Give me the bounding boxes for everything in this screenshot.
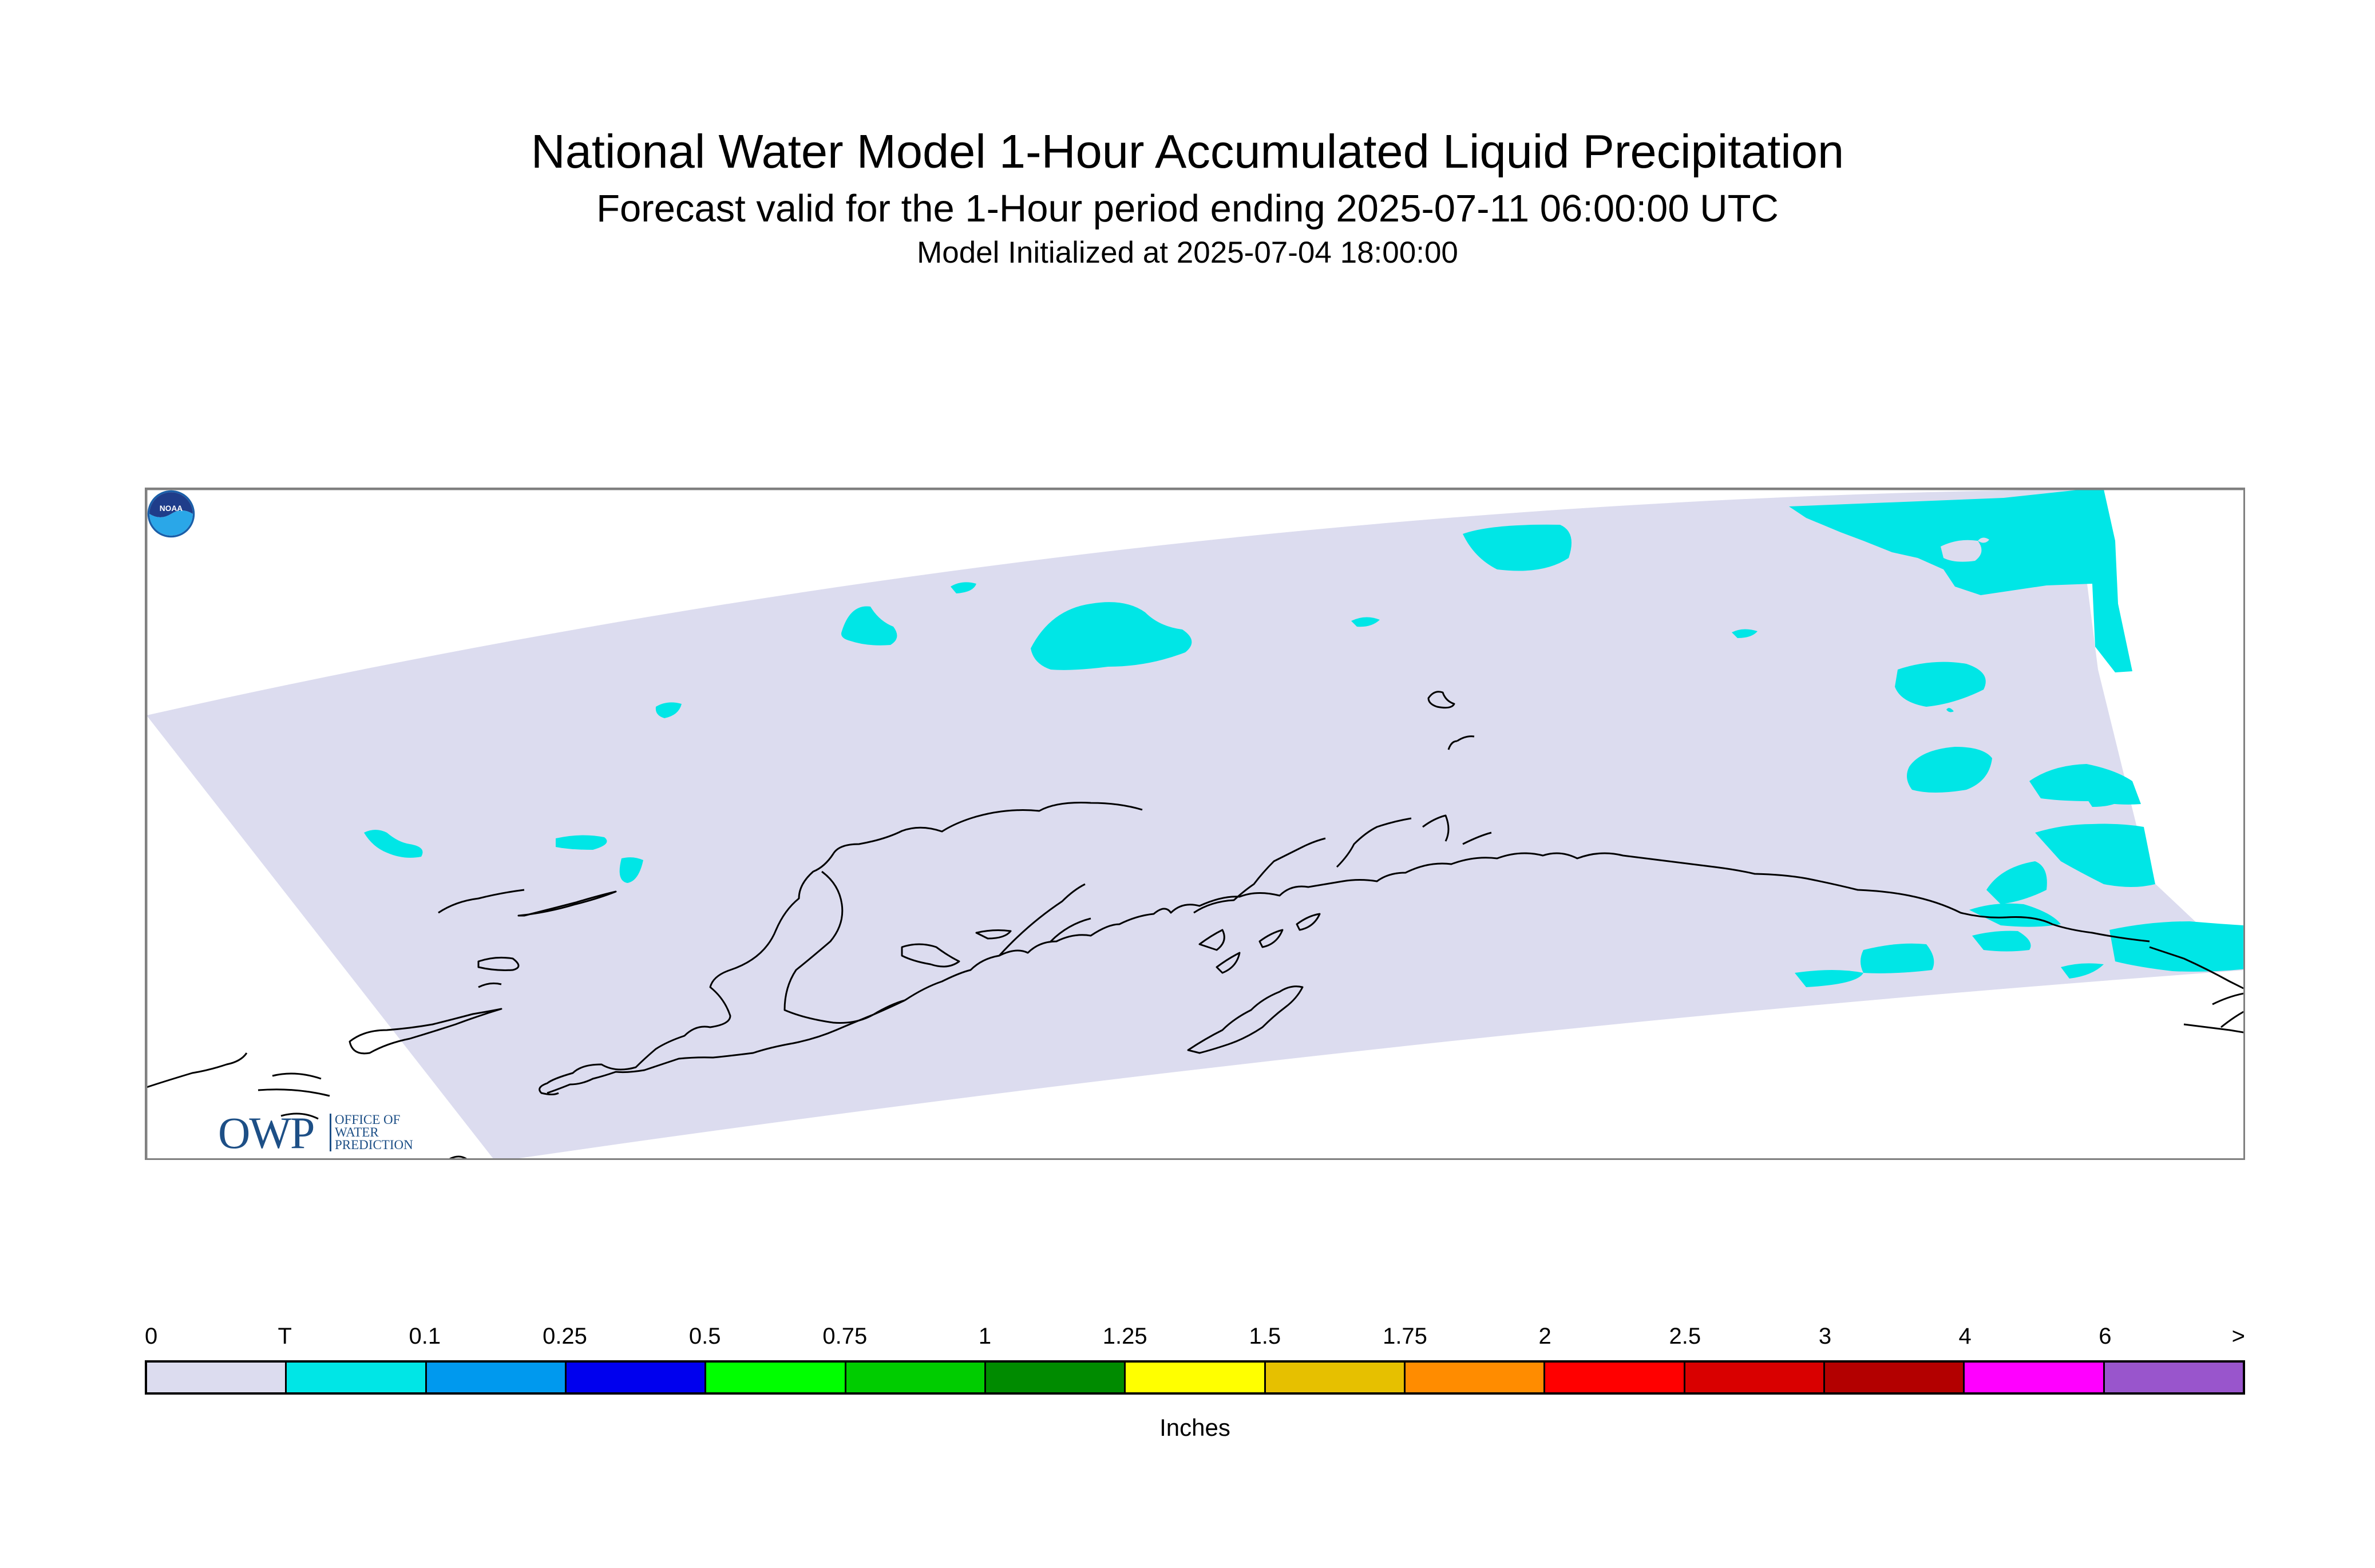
- precip-area: [1895, 662, 1986, 707]
- legend-swatch: [287, 1363, 427, 1392]
- legend-tick-label: 2: [1538, 1324, 1551, 1349]
- precip-trace-areas: [364, 489, 2243, 987]
- legend-swatch: [985, 1363, 1126, 1392]
- legend-tick-label: 0.75: [822, 1324, 868, 1349]
- legend-tick-label: 6: [2099, 1324, 2112, 1349]
- coastline-st-lawrence: [349, 1008, 502, 1055]
- coastlines: [147, 691, 2243, 1158]
- coastline-south-central: [904, 852, 2007, 1001]
- precip-holes: [1941, 537, 1989, 562]
- legend-swatch: [1824, 1363, 1965, 1392]
- precip-area: [841, 606, 897, 646]
- legend-swatch: [706, 1363, 846, 1392]
- chart-subtitle: Forecast valid for the 1-Hour period end…: [596, 187, 1779, 230]
- precip-area: [1031, 602, 1192, 670]
- precip-area: [1789, 489, 2132, 672]
- color-legend: 0 T 0.1 0.25 0.5 0.75 1 1.25 1.5 1.75 2 2.5 3 4 6 > Inc…: [145, 1322, 2245, 1459]
- precip-area: [619, 857, 643, 883]
- coastline-se-panhandle: [2006, 916, 2243, 989]
- legend-tick-label: 0.1: [409, 1324, 441, 1349]
- precip-area: [1463, 524, 1572, 571]
- legend-swatch: [2104, 1363, 2243, 1392]
- coastline-inland-lake: [975, 929, 1012, 940]
- owp-logo-line: WATER: [335, 1125, 379, 1139]
- owp-logo-letters: OWP: [218, 1108, 315, 1158]
- coastline-kodiak: [1187, 985, 1304, 1054]
- coastline-nunivak: [517, 890, 617, 917]
- coastline-prince-william: [1198, 913, 1321, 974]
- legend-tick-label: 0.25: [543, 1324, 587, 1349]
- precip-area-gap: [1978, 537, 1989, 543]
- legend-color-bar: [145, 1360, 2245, 1395]
- legend-tick-label: >: [2231, 1324, 2245, 1349]
- precip-area: [556, 835, 607, 850]
- precip-area: [2061, 963, 2104, 979]
- model-init-time: Model Initialized at 2025-07-04 18:00:00: [917, 236, 1458, 270]
- precip-area: [1732, 629, 1758, 638]
- owp-logo-line: PREDICTION: [335, 1138, 413, 1152]
- legend-tick-label: 1.5: [1249, 1324, 1281, 1349]
- legend-swatch: [147, 1363, 287, 1392]
- noaa-logo-text: NOAA: [160, 504, 183, 513]
- precip-area: [1861, 943, 1934, 973]
- coastline-arctic-island: [1427, 691, 1475, 750]
- coastline-bc: [2183, 992, 2243, 1034]
- precip-area: [2109, 921, 2243, 972]
- legend-tick-label: 2.5: [1669, 1324, 1701, 1349]
- map-panel: OWP OFFICE OF WATER PREDICTION NOAA: [145, 488, 2245, 1160]
- chart-title: National Water Model 1-Hour Accumulated …: [531, 125, 1844, 178]
- legend-tick-label: 1.25: [1102, 1324, 1147, 1349]
- precip-area: [1907, 747, 1992, 793]
- precip-area: [2029, 764, 2141, 805]
- precip-area: [1795, 970, 1863, 987]
- model-domain: [147, 489, 2243, 1158]
- precip-area: [1946, 708, 1954, 712]
- owp-logo-line: OFFICE OF: [335, 1112, 401, 1127]
- precip-area: [951, 582, 976, 593]
- legend-swatch: [846, 1363, 986, 1392]
- legend-tick-label: 0.5: [688, 1324, 721, 1349]
- legend-tick-label: 1: [978, 1324, 992, 1349]
- coastline-mainland: [539, 802, 1143, 1095]
- legend-tick-label: 0: [145, 1324, 158, 1349]
- precip-area: [655, 702, 682, 718]
- legend-swatch: [1126, 1363, 1266, 1392]
- noaa-logo: NOAA: [147, 490, 195, 538]
- legend-swatch: [1965, 1363, 2105, 1392]
- legend-swatch: [1405, 1363, 1546, 1392]
- precip-area: [1969, 903, 2061, 927]
- coastline-iliamna: [901, 943, 960, 968]
- precip-area: [2087, 795, 2124, 807]
- coastline-kenai-islands: [1193, 814, 1492, 914]
- precip-area-gap: [1941, 540, 1982, 562]
- precip-area: [2035, 823, 2155, 887]
- legend-tick-label: 1.75: [1383, 1324, 1427, 1349]
- precip-area: [1351, 617, 1380, 627]
- coastline-cook-inlet: [998, 883, 1091, 957]
- legend-swatch: [566, 1363, 707, 1392]
- owp-logo-text: OFFICE OF WATER PREDICTION: [330, 1112, 413, 1152]
- legend-swatch: [426, 1363, 567, 1392]
- coastline-seward-peninsula: [438, 889, 525, 914]
- legend-swatch: [1545, 1363, 1685, 1392]
- legend-tick-labels: 0 T 0.1 0.25 0.5 0.75 1 1.25 1.5 1.75 2 2.5 3 4 6 >: [145, 1322, 2245, 1356]
- coastline-chukotka: [147, 1052, 467, 1158]
- precip-area: [1972, 930, 2031, 952]
- coastline-norton-sound: [477, 956, 520, 988]
- legend-units: Inches: [1159, 1414, 1230, 1441]
- coastline-ak-peninsula: [547, 999, 905, 1094]
- legend-tick-label: T: [278, 1324, 292, 1349]
- precip-area: [364, 830, 423, 858]
- legend-tick-label: 4: [1958, 1324, 1972, 1349]
- legend-swatch: [1685, 1363, 1825, 1392]
- precip-area: [1986, 861, 2047, 904]
- legend-swatch: [1265, 1363, 1406, 1392]
- precipitation-map: [147, 489, 2243, 1158]
- legend-tick-label: 3: [1818, 1324, 1832, 1349]
